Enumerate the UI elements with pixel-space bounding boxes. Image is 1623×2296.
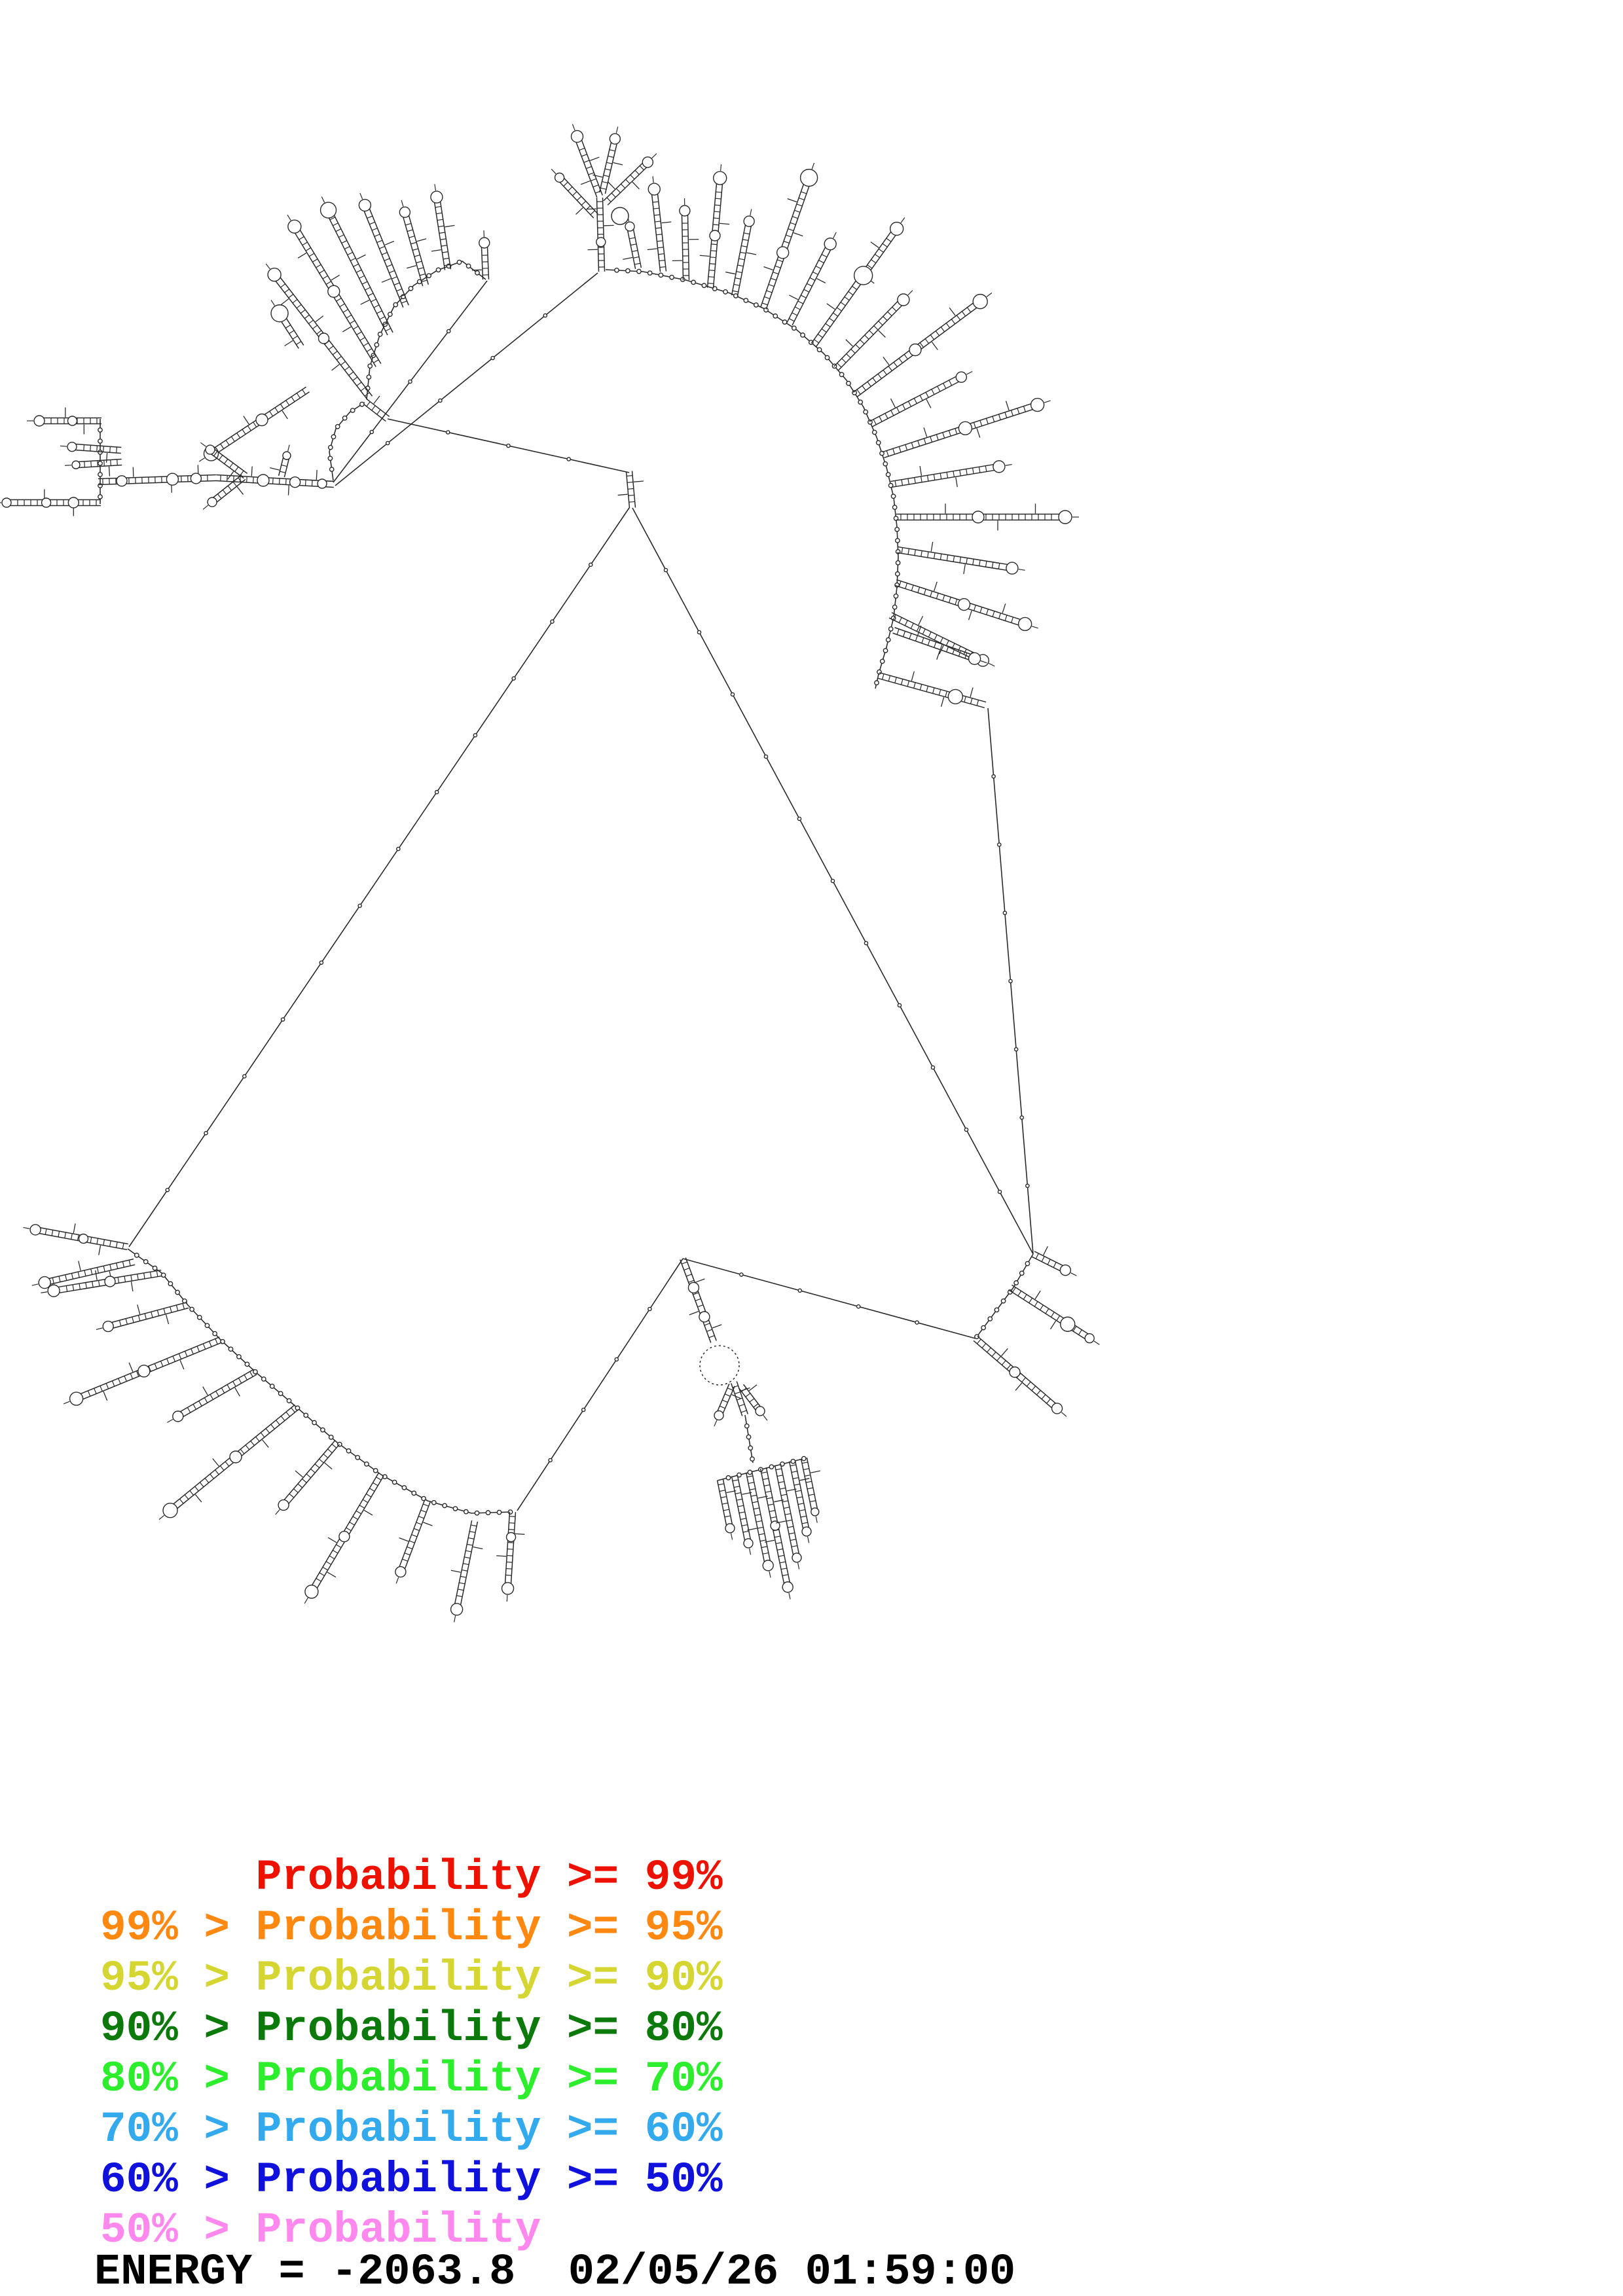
legend-row-95-99: 99% > Probability >= 95% bbox=[100, 1903, 723, 1952]
legend-row-50-60: 60% > Probability >= 50% bbox=[100, 2155, 723, 2204]
energy-readout: ENERGY = -2063.8 02/05/26 01:59:00 bbox=[94, 2248, 1016, 2296]
legend-row-70-80: 80% > Probability >= 70% bbox=[100, 2054, 723, 2104]
legend-row-p99: Probability >= 99% bbox=[100, 1853, 723, 1902]
legend-row-90-95: 95% > Probability >= 90% bbox=[100, 1954, 723, 2003]
dome bbox=[605, 162, 1079, 709]
lower-right-cluster bbox=[973, 1246, 1100, 1417]
legend-row-lt50: 50% > Probability bbox=[100, 2206, 541, 2255]
lower-left-fan bbox=[23, 1223, 525, 1623]
upper-left-fan bbox=[198, 184, 486, 462]
linkers bbox=[128, 272, 1034, 1511]
probability-legend: Probability >= 99% 99% > Probability >= … bbox=[100, 1852, 723, 2255]
left-chain bbox=[0, 401, 365, 516]
bottom-center-cluster bbox=[680, 1257, 821, 1600]
legend-row-60-70: 70% > Probability >= 60% bbox=[100, 2105, 723, 2154]
top-cluster bbox=[471, 124, 657, 280]
legend-row-80-90: 90% > Probability >= 80% bbox=[100, 2004, 723, 2053]
central-helix bbox=[617, 471, 644, 509]
